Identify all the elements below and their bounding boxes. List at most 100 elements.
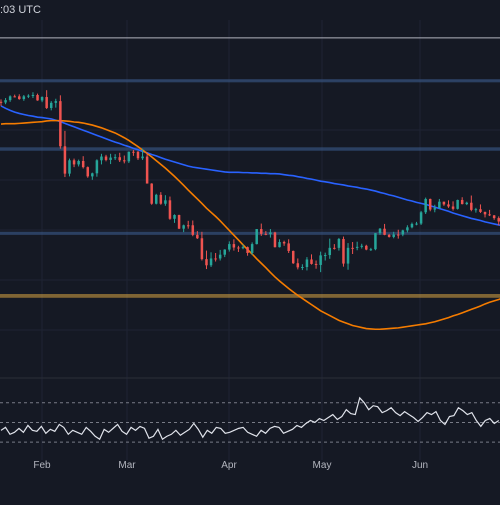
- candle: [141, 148, 144, 160]
- candle: [447, 200, 450, 208]
- candle: [150, 183, 153, 205]
- candle: [246, 246, 249, 256]
- candle-body: [328, 247, 332, 256]
- candle: [310, 254, 313, 265]
- candle-body: [8, 96, 12, 101]
- candle-body: [136, 151, 140, 159]
- candle-body: [323, 255, 327, 257]
- candle-body: [424, 198, 427, 213]
- candle-body: [250, 244, 254, 253]
- candle: [479, 204, 482, 213]
- candle-body: [310, 259, 313, 264]
- candle-body: [214, 258, 217, 260]
- candle-body: [319, 255, 322, 265]
- candle-body: [113, 157, 117, 159]
- candle-body: [296, 263, 300, 268]
- candle: [228, 241, 231, 252]
- candle: [241, 244, 245, 250]
- candle: [424, 197, 427, 214]
- candle: [86, 166, 90, 178]
- candle: [4, 98, 7, 105]
- candle-body: [68, 160, 71, 174]
- rsi-line: [0, 396, 500, 441]
- candle: [27, 94, 30, 99]
- candle-body: [447, 204, 450, 207]
- candle-body: [273, 232, 277, 248]
- candle: [314, 260, 318, 269]
- candle-body: [460, 199, 464, 205]
- candle: [465, 201, 469, 206]
- candle-body: [438, 201, 441, 209]
- candle: [269, 229, 272, 238]
- candle: [72, 158, 76, 168]
- candle: [483, 211, 487, 218]
- candle-body: [200, 238, 204, 260]
- candle-body: [497, 218, 500, 222]
- candle: [488, 209, 491, 217]
- candle-body: [223, 249, 226, 255]
- candle-body: [209, 258, 213, 266]
- candle-body: [255, 229, 258, 245]
- candle-body: [360, 245, 363, 247]
- candle-body: [186, 225, 190, 227]
- candle: [63, 130, 67, 178]
- candle: [95, 159, 99, 177]
- candle: [351, 242, 354, 255]
- candle-body: [442, 201, 446, 205]
- candle-body: [456, 199, 459, 209]
- candle-body: [419, 212, 423, 224]
- candle-body: [232, 244, 236, 248]
- candle: [191, 220, 195, 237]
- candle-body: [13, 96, 16, 98]
- candle-body: [177, 215, 181, 229]
- x-tick-label: Apr: [221, 460, 237, 471]
- candle: [132, 150, 135, 156]
- candle: [273, 231, 277, 248]
- candle: [45, 90, 48, 110]
- candle-body: [474, 209, 478, 211]
- candle-body: [415, 223, 418, 225]
- candle: [40, 96, 44, 103]
- resistance-zone: [0, 147, 500, 151]
- candle-body: [374, 233, 377, 250]
- candle: [154, 193, 158, 205]
- candle: [91, 172, 94, 180]
- candle-body: [63, 146, 67, 174]
- candle-body: [278, 242, 281, 248]
- candle: [296, 258, 300, 270]
- candle-body: [488, 214, 491, 216]
- candle: [186, 220, 190, 229]
- candle-body: [182, 225, 185, 229]
- candle-body: [145, 156, 149, 184]
- candle-body: [451, 206, 455, 209]
- candle-body: [109, 157, 112, 160]
- candle: [397, 229, 400, 239]
- candle-body: [31, 94, 35, 96]
- candle-body: [401, 230, 405, 235]
- candle: [278, 239, 281, 248]
- candle-body: [287, 243, 290, 251]
- candle: [282, 240, 286, 246]
- candle: [164, 195, 167, 206]
- candle: [104, 154, 108, 162]
- candle-body: [342, 238, 345, 264]
- candle: [77, 159, 80, 167]
- price-zones: [0, 79, 500, 298]
- candle: [177, 214, 181, 230]
- candle-body: [45, 97, 48, 108]
- candle-body: [397, 234, 400, 236]
- candle: [264, 231, 268, 236]
- candle: [301, 264, 304, 271]
- candle-body: [59, 101, 62, 147]
- candle-body: [260, 229, 263, 234]
- candle-body: [337, 238, 341, 248]
- candle-body: [100, 156, 103, 161]
- candle-body: [465, 202, 469, 205]
- candle: [387, 233, 391, 238]
- candle: [13, 94, 16, 98]
- candle: [342, 236, 345, 267]
- candle: [100, 153, 103, 165]
- candle: [333, 244, 336, 250]
- candle-body: [196, 234, 199, 239]
